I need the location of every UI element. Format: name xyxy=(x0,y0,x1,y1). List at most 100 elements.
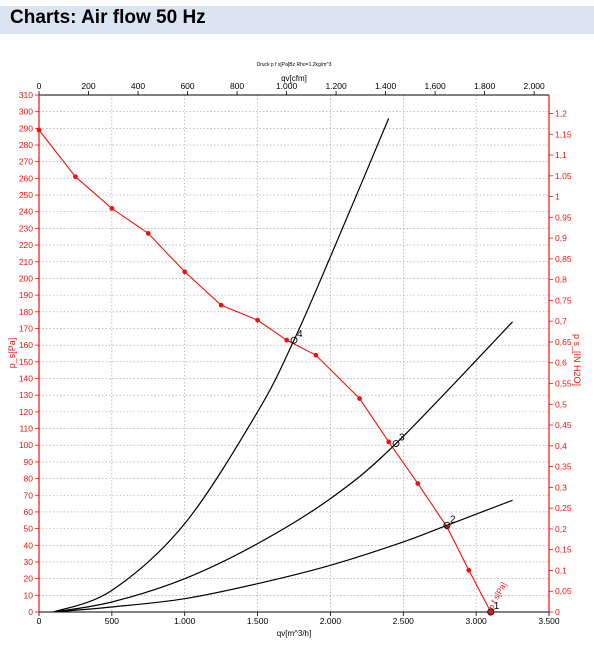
x-tick-label: 1.500 xyxy=(247,616,269,626)
operating-point-label: 4 xyxy=(297,329,303,340)
y2-tick-label: 0,15 xyxy=(555,545,572,555)
x-tick-label: 3.500 xyxy=(538,616,560,626)
y2-tick-label: 0,6 xyxy=(555,358,567,368)
y2-tick-label: 0,1 xyxy=(555,565,567,575)
x2-tick-label: 1.800 xyxy=(474,81,496,91)
y-tick-label: 310 xyxy=(19,90,33,100)
x2-tick-label: 1.200 xyxy=(325,81,347,91)
x-tick-label: 1.000 xyxy=(174,616,196,626)
y-tick-label: 220 xyxy=(19,240,33,250)
y-tick-label: 170 xyxy=(19,323,33,333)
y2-tick-label: 1,2 xyxy=(555,108,567,118)
y2-tick-label: 0,5 xyxy=(555,399,567,409)
pressure-point xyxy=(218,302,224,308)
y2-tick-label: 0,45 xyxy=(555,420,572,430)
x-tick-label: 2.500 xyxy=(393,616,415,626)
y2-tick-label: 0,4 xyxy=(555,441,567,451)
x2-tick-label: 200 xyxy=(81,81,95,91)
system-curve-3 xyxy=(53,499,513,613)
y2-tick-label: 0,35 xyxy=(555,462,572,472)
x2-tick-label: 800 xyxy=(230,81,244,91)
y2-tick-label: 1 xyxy=(555,192,560,202)
y-axis-label: p_s[Pa] xyxy=(7,338,17,369)
y-tick-label: 0 xyxy=(28,607,33,617)
system-curve-1 xyxy=(53,118,390,613)
x-tick-label: 3.000 xyxy=(466,616,488,626)
y2-tick-label: 1,1 xyxy=(555,150,567,160)
y-tick-label: 190 xyxy=(19,290,33,300)
y-tick-label: 40 xyxy=(24,540,34,550)
y2-tick-label: 0,65 xyxy=(555,337,572,347)
y-tick-label: 80 xyxy=(24,474,34,484)
y2-tick-label: 0 xyxy=(555,607,560,617)
y-tick-label: 120 xyxy=(19,407,33,417)
y2-tick-label: 0,95 xyxy=(555,212,572,222)
x2-tick-label: 1.600 xyxy=(424,81,446,91)
pressure-point xyxy=(284,337,290,343)
y-tick-label: 180 xyxy=(19,307,33,317)
x-axis-label: qv[m^3/h] xyxy=(277,629,311,638)
operating-point-marker xyxy=(487,608,495,616)
y-tick-label: 70 xyxy=(24,490,34,500)
pressure-point xyxy=(313,352,319,358)
operating-point-marker xyxy=(290,336,298,344)
y-tick-label: 240 xyxy=(19,207,33,217)
y2-tick-label: 0,3 xyxy=(555,482,567,492)
page-title: Charts: Air flow 50 Hz xyxy=(10,7,206,28)
pressure-point xyxy=(415,481,421,486)
y2-tick-label: 0,25 xyxy=(555,503,572,513)
y2-tick-label: 0,2 xyxy=(555,524,567,534)
y-tick-label: 200 xyxy=(19,273,33,283)
y-tick-label: 160 xyxy=(19,340,33,350)
y2-tick-label: 0,85 xyxy=(555,254,572,264)
pressure-point xyxy=(488,609,494,615)
x2-tick-label: 600 xyxy=(180,81,194,91)
y2-tick-label: 0,55 xyxy=(555,379,572,389)
y-tick-label: 90 xyxy=(24,457,34,467)
y2-tick-label: 0,05 xyxy=(555,586,572,596)
x2-tick-label: 0 xyxy=(37,81,42,91)
y-tick-label: 20 xyxy=(24,574,34,584)
operating-point-label: 2 xyxy=(450,514,456,525)
x-tick-label: 2.000 xyxy=(320,616,342,626)
y-tick-label: 30 xyxy=(24,557,34,567)
y2-tick-label: 1,15 xyxy=(555,129,572,139)
y2-tick-label: 1,05 xyxy=(555,171,572,181)
pressure-point xyxy=(466,567,472,573)
pressure-point xyxy=(182,269,188,275)
system-curve-2 xyxy=(53,321,514,613)
x2-tick-label: 1.000 xyxy=(276,81,298,91)
x2-axis-label: qv[cfm] xyxy=(281,74,307,83)
operating-point-marker xyxy=(443,521,451,529)
operating-point-label: 3 xyxy=(399,433,405,444)
y-tick-label: 110 xyxy=(19,424,33,434)
y2-tick-label: 0,75 xyxy=(555,295,572,305)
y-tick-label: 140 xyxy=(19,374,33,384)
pressure-point xyxy=(109,206,115,211)
y2-axis-label: p s_[IN H2O] xyxy=(572,334,582,386)
operating-point-marker xyxy=(392,440,400,448)
x-tick-label: 0 xyxy=(37,616,42,626)
y-tick-label: 230 xyxy=(19,223,33,233)
y-tick-label: 250 xyxy=(19,190,33,200)
x2-tick-label: 1.400 xyxy=(375,81,397,91)
y-tick-label: 150 xyxy=(19,357,33,367)
y-tick-label: 300 xyxy=(19,107,33,117)
y-tick-label: 130 xyxy=(19,390,33,400)
y-tick-label: 280 xyxy=(19,140,33,150)
pressure-point xyxy=(386,439,392,445)
pressure-point xyxy=(145,231,151,236)
y-tick-label: 270 xyxy=(19,157,33,167)
y-tick-label: 210 xyxy=(19,257,33,267)
y-tick-label: 290 xyxy=(19,123,33,133)
y-tick-label: 10 xyxy=(24,590,34,600)
y-tick-label: 260 xyxy=(19,173,33,183)
pressure-point xyxy=(255,317,260,323)
chart-title: Druck p f s[Pa]Bz Rho=1,2kg/m^3 xyxy=(256,62,331,68)
y-tick-label: 50 xyxy=(24,524,34,534)
header-bar: Charts: Air flow 50 Hz xyxy=(0,6,594,34)
pressure-point xyxy=(357,396,362,401)
y-tick-label: 60 xyxy=(24,507,34,517)
x-tick-label: 500 xyxy=(105,616,119,626)
